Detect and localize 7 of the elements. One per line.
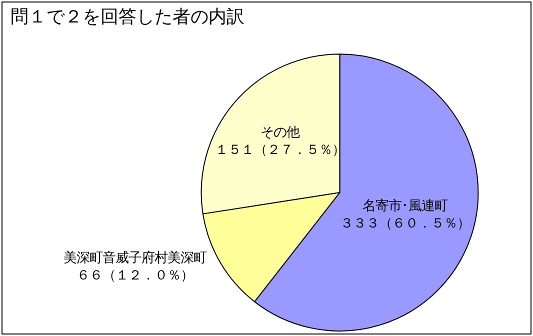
slice-label: その他 [260, 125, 300, 140]
data-label: ６６（１２．０％） [76, 268, 194, 284]
data-label: ３３３（６０．５％） [340, 216, 470, 232]
chart-title: 問１で２を回答した者の内訳 [10, 6, 245, 28]
data-label: １５１（２７．５％） [214, 142, 345, 158]
slice-label: 名寄市･風連町 [362, 198, 448, 214]
slice-label: 美深町音威子府村美深町 [63, 250, 206, 266]
